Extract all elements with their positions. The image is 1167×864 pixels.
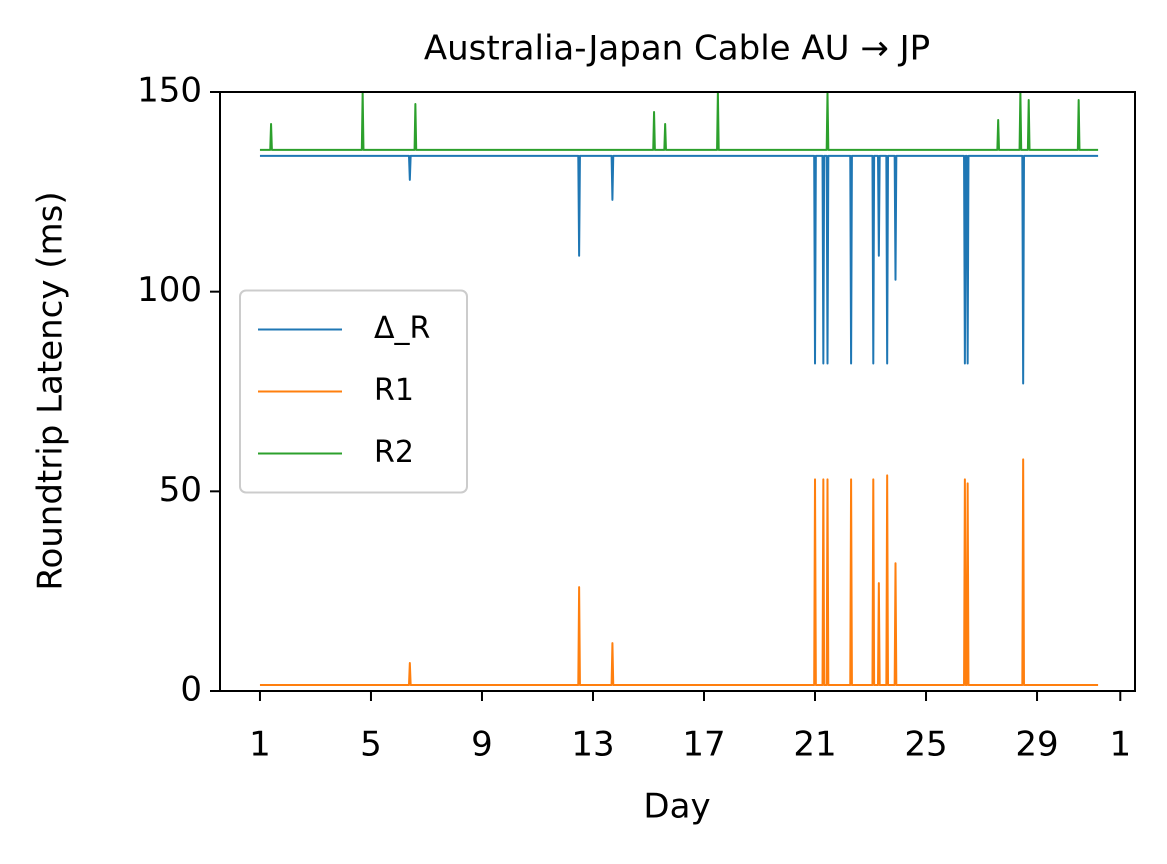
legend-label: Δ_R	[374, 311, 430, 346]
legend-label: R1	[374, 373, 414, 408]
legend-label: R2	[374, 435, 414, 470]
x-tick-label: 13	[571, 725, 614, 765]
chart-title: Australia-Japan Cable AU → JP	[424, 29, 930, 69]
x-tick-label: 21	[793, 725, 836, 765]
y-axis-label: Roundtrip Latency (ms)	[31, 191, 71, 590]
x-tick-label: 1	[249, 725, 271, 765]
x-tick-label: 5	[360, 725, 382, 765]
x-tick-label: 9	[471, 725, 493, 765]
y-tick-label: 0	[180, 670, 202, 710]
y-tick-label: 100	[137, 270, 202, 310]
data-line	[259, 91, 1099, 151]
data-line	[259, 458, 1099, 687]
x-tick-label: 1	[1109, 725, 1131, 765]
legend-box	[239, 289, 468, 494]
x-tick-label: 25	[904, 725, 947, 765]
y-tick-label: 150	[137, 71, 202, 111]
x-axis-label: Day	[643, 787, 710, 827]
y-tick-label: 50	[159, 470, 202, 510]
plot-frame	[219, 91, 1136, 692]
x-tick-label: 17	[682, 725, 725, 765]
x-tick-label: 29	[1015, 725, 1058, 765]
data-line	[259, 154, 1099, 385]
